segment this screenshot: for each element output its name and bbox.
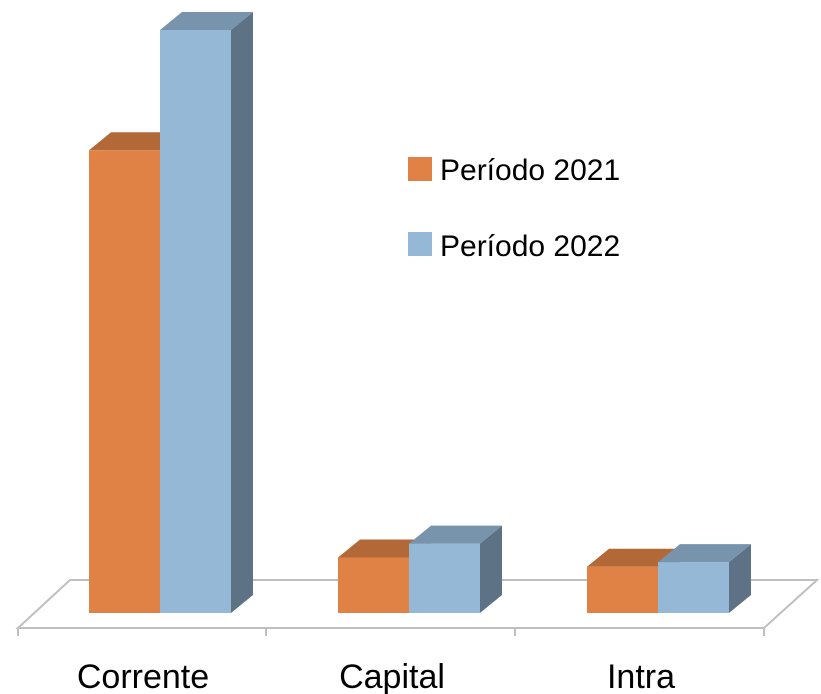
legend-swatch-2022 — [408, 232, 432, 256]
category-label-intra: Intra — [607, 658, 675, 694]
bar-intra-series-2 — [658, 544, 751, 613]
legend: Período 2021 Período 2022 — [408, 154, 620, 263]
legend-label-2022: Período 2022 — [440, 230, 620, 263]
bar-capital-series-2 — [409, 525, 502, 613]
category-label-capital: Capital — [339, 658, 445, 694]
category-labels: Corrente Capital Intra — [77, 658, 675, 694]
legend-label-2021: Período 2021 — [440, 154, 620, 187]
category-label-corrente: Corrente — [77, 658, 209, 694]
legend-swatch-2021 — [408, 157, 432, 181]
bar-corrente-series-2 — [160, 12, 253, 613]
bars-layer — [89, 12, 751, 614]
chart-floor — [15, 579, 820, 636]
